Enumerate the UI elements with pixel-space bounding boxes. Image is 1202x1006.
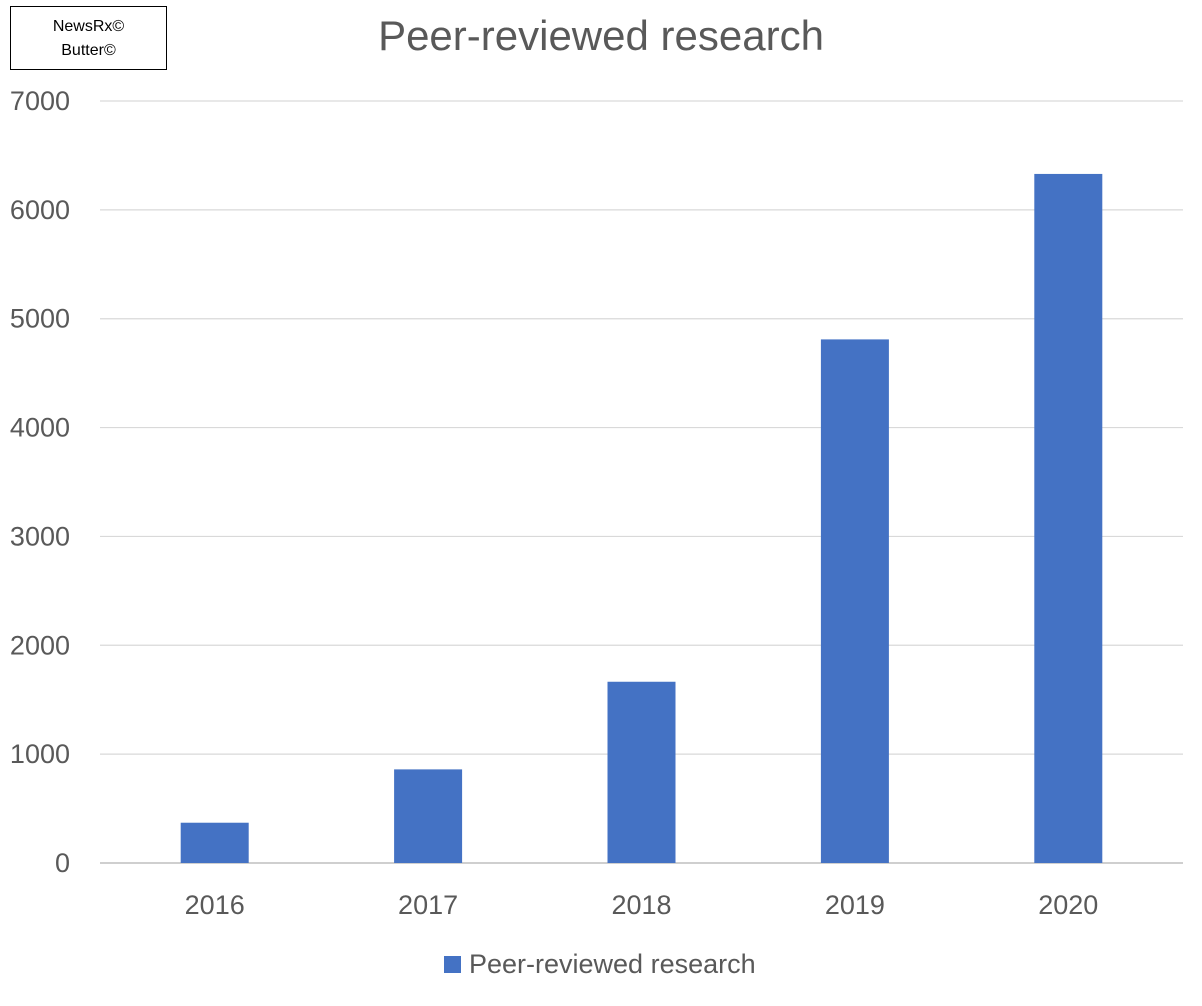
legend-label: Peer-reviewed research <box>469 948 756 979</box>
legend: Peer-reviewed research <box>444 946 756 982</box>
x-tick-label: 2017 <box>398 890 458 920</box>
x-tick-label: 2019 <box>825 890 885 920</box>
y-tick-label: 1000 <box>10 739 70 769</box>
legend-swatch <box>444 955 461 973</box>
y-tick-label: 7000 <box>10 86 70 116</box>
bar-2019 <box>820 339 889 863</box>
chart-title: Peer-reviewed research <box>378 12 824 59</box>
y-tick-label: 4000 <box>10 413 70 443</box>
y-tick-label: 6000 <box>10 195 70 225</box>
y-tick-label: 2000 <box>10 630 70 660</box>
y-tick-label: 0 <box>55 848 70 878</box>
source-credit-line-1: NewsRx© <box>52 18 125 35</box>
bar-2020 <box>1034 173 1103 864</box>
bar-2017 <box>394 769 463 863</box>
y-tick-label: 5000 <box>10 304 70 334</box>
x-tick-label: 2018 <box>611 890 671 920</box>
bar-2018 <box>607 681 676 863</box>
x-tick-label: 2016 <box>185 890 245 920</box>
bar-2016 <box>180 822 249 863</box>
y-tick-label: 3000 <box>10 521 70 551</box>
source-credit-line-2: Butter© <box>61 42 116 59</box>
source-credit-box: NewsRx© Butter© <box>10 6 167 70</box>
x-tick-label: 2020 <box>1038 890 1098 920</box>
